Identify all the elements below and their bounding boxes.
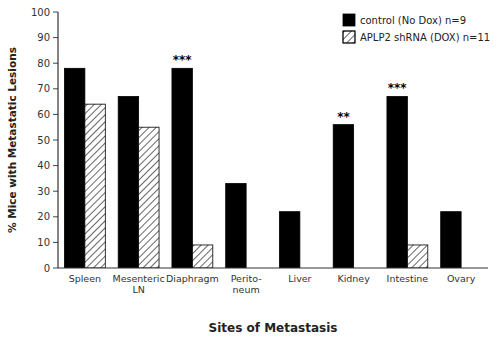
bar	[118, 96, 138, 268]
x-tick-label: Intestine	[387, 273, 429, 284]
y-tick-label: 100	[31, 7, 50, 18]
bar-hatch	[407, 245, 427, 268]
y-tick	[53, 216, 58, 217]
x-tick-label: Diaphragm	[166, 273, 219, 284]
y-tick-label: 80	[37, 58, 50, 69]
x-tick-label: Ovary	[447, 273, 476, 284]
y-tick	[53, 165, 58, 166]
y-tick	[53, 37, 58, 38]
y-axis-label: % Mice with Metastatic Lesions	[6, 47, 18, 233]
x-tick-label: Kidney	[337, 273, 370, 284]
bar	[226, 184, 246, 268]
y-tick-label: 90	[37, 32, 50, 43]
bar	[333, 125, 353, 268]
y-tick-label: 20	[37, 211, 50, 222]
bar	[279, 212, 299, 268]
y-ticks: 0 10 20 30 40 50 60 70 80 90 100	[31, 7, 58, 274]
bar	[85, 104, 105, 268]
bars	[64, 68, 461, 268]
y-tick-label: 0	[44, 263, 50, 274]
bar-hatch	[192, 245, 212, 268]
x-tick-label: MesentericLN	[113, 273, 165, 295]
y-tick	[53, 191, 58, 192]
y-tick-label: 60	[37, 109, 50, 120]
y-tick	[53, 88, 58, 89]
x-tick-label: Liver	[288, 273, 311, 284]
y-tick-label: 50	[37, 135, 50, 146]
bar-hatch	[85, 104, 105, 268]
y-tick	[53, 242, 58, 243]
y-tick	[53, 140, 58, 141]
x-tick-labels: Spleen MesentericLNDiaphragm Perito-neum Li…	[69, 273, 476, 295]
y-tick	[53, 114, 58, 115]
x-axis-label: Sites of Metastasis	[209, 321, 338, 335]
x-axis-line	[58, 267, 488, 268]
legend-swatch	[343, 31, 355, 43]
legend: control (No Dox) n=9 APLP2 shRNA (DOX) n=…	[343, 14, 490, 43]
y-tick	[53, 63, 58, 64]
legend-swatch	[343, 14, 355, 26]
bar	[192, 245, 212, 268]
chart: 0 10 20 30 40 50 60 70 80 90 100 Spleen MesentericLN…	[0, 0, 500, 342]
bar	[407, 245, 427, 268]
y-tick-label: 40	[37, 160, 50, 171]
x-tick-label: Perito-neum	[231, 273, 262, 295]
x-tick-label: Spleen	[69, 273, 101, 284]
bar-hatch	[139, 127, 159, 268]
y-tick	[53, 12, 58, 13]
bar	[64, 68, 84, 268]
y-axis-line	[57, 12, 58, 268]
annotation: ***	[173, 53, 193, 67]
y-tick-label: 70	[37, 83, 50, 94]
annotation: ***	[388, 81, 408, 95]
legend-swatch-hatch	[343, 31, 355, 43]
annotations: ********	[173, 53, 408, 123]
y-tick	[53, 268, 58, 269]
annotation: **	[337, 110, 350, 124]
bar	[387, 96, 407, 268]
legend-label: control (No Dox) n=9	[360, 15, 466, 26]
bar	[172, 68, 192, 268]
y-tick-label: 10	[37, 237, 50, 248]
bar	[441, 212, 461, 268]
y-tick-label: 30	[37, 186, 50, 197]
bar	[139, 127, 159, 268]
legend-label: APLP2 shRNA (DOX) n=11	[360, 32, 490, 43]
